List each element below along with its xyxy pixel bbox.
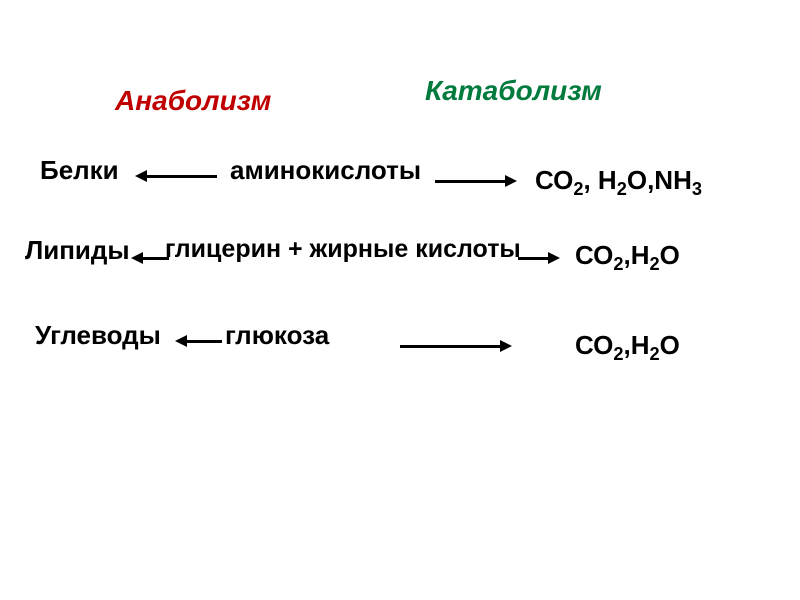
arrow-line xyxy=(147,175,217,178)
proteins-arrow-right xyxy=(435,175,517,187)
arrow-head-right-icon xyxy=(505,175,517,187)
arrow-head-right-icon xyxy=(548,252,560,264)
carbs-center-label: глюкоза xyxy=(225,320,329,351)
proteins-arrow-left xyxy=(135,170,217,182)
lipids-arrow-left xyxy=(131,252,169,264)
proteins-right-label: СО2, Н2О,NН3 xyxy=(535,165,702,200)
lipids-center-label: глицерин + жирные кислоты xyxy=(165,235,521,264)
lipids-arrow-right xyxy=(518,252,560,264)
arrow-head-left-icon xyxy=(131,252,143,264)
lipids-left-label: Липиды xyxy=(25,235,130,266)
arrow-head-right-icon xyxy=(500,340,512,352)
arrow-line xyxy=(187,340,222,343)
carbs-left-label: Углеводы xyxy=(35,320,161,351)
lipids-right-label: СО2,Н2О xyxy=(575,240,680,275)
catabolism-heading: Катаболизм xyxy=(425,75,602,107)
proteins-left-label: Белки xyxy=(40,155,119,186)
carbs-arrow-right xyxy=(400,340,512,352)
arrow-line xyxy=(435,180,505,183)
anabolism-heading: Анаболизм xyxy=(115,85,271,117)
carbs-arrow-left xyxy=(175,335,222,347)
arrow-head-left-icon xyxy=(135,170,147,182)
arrow-head-left-icon xyxy=(175,335,187,347)
carbs-right-label: СО2,Н2О xyxy=(575,330,680,365)
arrow-line xyxy=(518,257,548,260)
proteins-center-label: аминокислоты xyxy=(230,155,421,186)
arrow-line xyxy=(400,345,500,348)
